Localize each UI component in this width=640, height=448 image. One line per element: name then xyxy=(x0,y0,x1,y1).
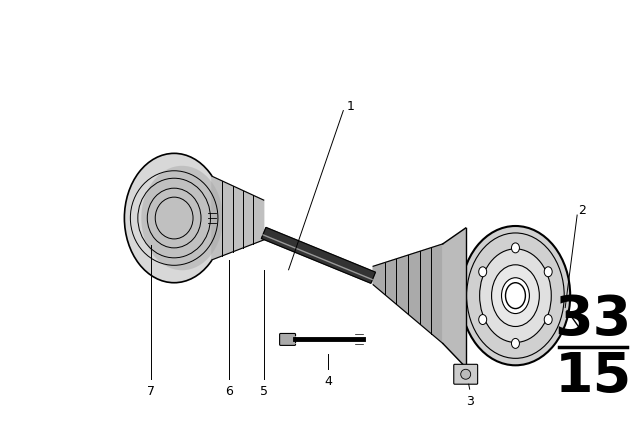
Ellipse shape xyxy=(492,265,540,327)
Polygon shape xyxy=(443,228,466,367)
Ellipse shape xyxy=(461,226,570,365)
Ellipse shape xyxy=(580,323,586,328)
Text: 1: 1 xyxy=(346,100,354,113)
Ellipse shape xyxy=(511,243,520,253)
Ellipse shape xyxy=(502,278,529,314)
Text: 33: 33 xyxy=(554,293,632,347)
Ellipse shape xyxy=(544,314,552,324)
Ellipse shape xyxy=(479,267,486,277)
Ellipse shape xyxy=(544,267,552,277)
Ellipse shape xyxy=(479,314,486,324)
Text: 6: 6 xyxy=(225,385,233,398)
Ellipse shape xyxy=(124,153,224,283)
Polygon shape xyxy=(261,228,376,283)
Text: 5: 5 xyxy=(260,385,268,398)
Text: 3: 3 xyxy=(466,395,474,408)
Polygon shape xyxy=(212,176,264,260)
Text: 4: 4 xyxy=(324,375,332,388)
Polygon shape xyxy=(373,244,443,344)
Ellipse shape xyxy=(511,338,520,349)
Ellipse shape xyxy=(467,233,564,358)
FancyBboxPatch shape xyxy=(280,333,296,345)
Ellipse shape xyxy=(461,369,470,379)
Text: 15: 15 xyxy=(554,350,632,404)
Ellipse shape xyxy=(506,283,525,309)
Ellipse shape xyxy=(479,249,551,342)
Ellipse shape xyxy=(141,166,223,270)
Text: 7: 7 xyxy=(147,385,156,398)
Text: 2: 2 xyxy=(578,203,586,216)
FancyBboxPatch shape xyxy=(454,364,477,384)
